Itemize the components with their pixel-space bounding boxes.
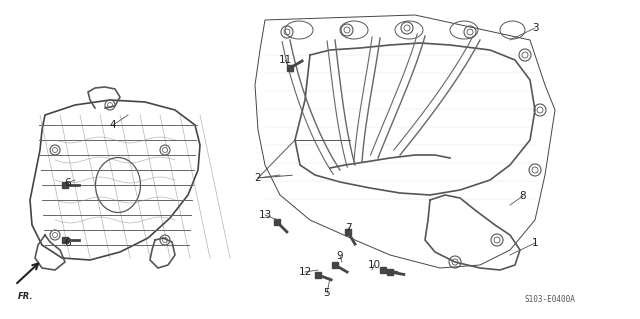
Text: 5: 5 (324, 288, 330, 298)
Text: 12: 12 (298, 267, 312, 277)
Text: 2: 2 (255, 173, 261, 183)
Text: 1: 1 (532, 238, 538, 248)
Text: 10: 10 (367, 260, 381, 270)
Text: 6: 6 (65, 178, 71, 188)
Text: 7: 7 (345, 223, 351, 233)
Text: FR.: FR. (18, 292, 33, 301)
Text: 8: 8 (520, 191, 526, 201)
Text: 13: 13 (259, 210, 271, 220)
Text: 4: 4 (109, 120, 116, 130)
Text: 6: 6 (65, 238, 71, 248)
Text: 3: 3 (532, 23, 538, 33)
Text: 11: 11 (278, 55, 292, 65)
Text: 9: 9 (337, 251, 343, 261)
Text: S103-E0400A: S103-E0400A (524, 295, 575, 304)
